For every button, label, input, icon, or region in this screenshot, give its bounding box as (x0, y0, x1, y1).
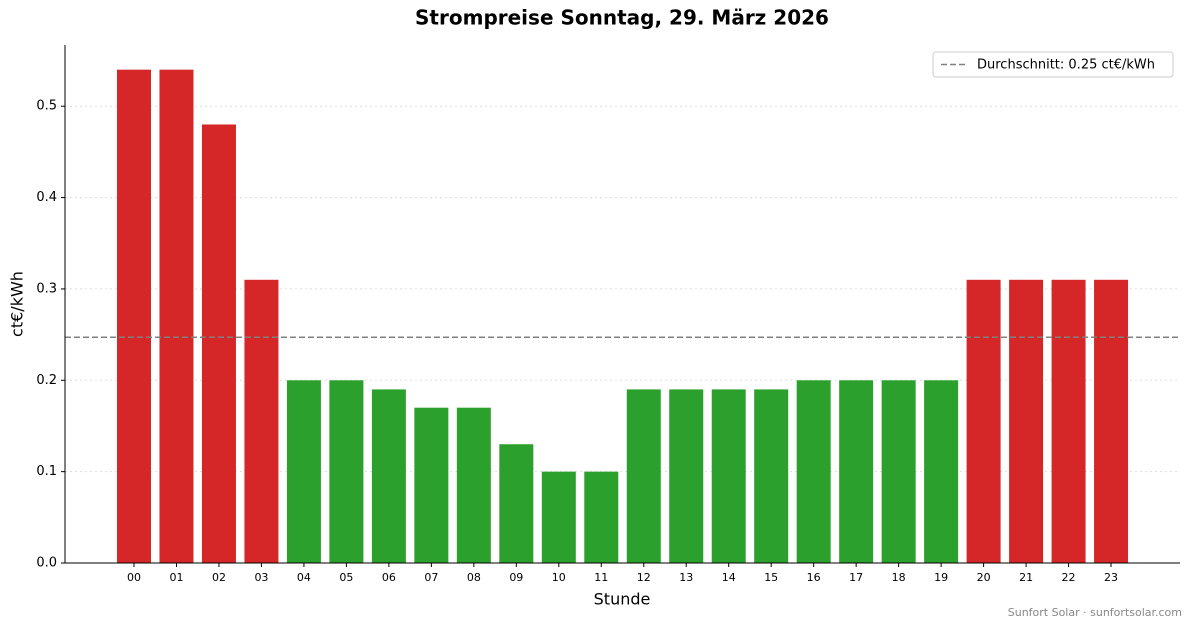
legend-box (932, 51, 1174, 78)
x-tick-label: 01 (169, 571, 183, 584)
bar (626, 389, 661, 563)
bar (1051, 279, 1086, 563)
y-axis-label: ct€/kWh (8, 271, 27, 337)
bar (669, 389, 704, 563)
y-tick-label: 0.5 (36, 99, 57, 114)
x-tick-label: 00 (127, 571, 141, 584)
bar (286, 380, 321, 563)
bar (839, 380, 874, 563)
bar (881, 380, 916, 563)
bar (966, 279, 1001, 563)
x-axis-label: Stunde (594, 590, 651, 609)
y-tick-label: 0.2 (36, 373, 57, 388)
bar (1009, 279, 1044, 563)
bar (796, 380, 831, 563)
bar (456, 407, 491, 563)
x-tick-label: 05 (339, 571, 353, 584)
x-tick-label: 10 (552, 571, 566, 584)
x-tick-label: 02 (212, 571, 226, 584)
x-tick-label: 23 (1104, 571, 1118, 584)
x-tick-label: 09 (509, 571, 523, 584)
y-tick-label: 0.0 (36, 556, 57, 571)
x-tick-label: 17 (849, 571, 863, 584)
x-tick-label: 12 (637, 571, 651, 584)
bar (201, 124, 236, 564)
x-tick-label: 08 (467, 571, 481, 584)
bar (499, 444, 534, 563)
x-tick-label: 04 (297, 571, 311, 584)
bar (754, 389, 789, 563)
x-tick-label: 11 (594, 571, 608, 584)
x-tick-label: 06 (382, 571, 396, 584)
bar (159, 69, 194, 564)
x-tick-label: 03 (254, 571, 268, 584)
bar (541, 471, 576, 563)
bar (117, 69, 151, 564)
chart-title: Strompreise Sonntag, 29. März 2026 (415, 6, 829, 30)
y-tick-label: 0.3 (36, 281, 57, 296)
bar (371, 389, 406, 563)
bar (924, 380, 959, 563)
bar (244, 279, 279, 563)
x-tick-label: 07 (424, 571, 438, 584)
bar (584, 471, 619, 563)
y-tick-label: 0.1 (36, 464, 57, 479)
x-tick-label: 18 (892, 571, 906, 584)
bar (329, 380, 364, 563)
x-tick-label: 20 (977, 571, 991, 584)
x-tick-label: 21 (1019, 571, 1033, 584)
x-tick-label: 16 (807, 571, 821, 584)
x-tick-label: 22 (1062, 571, 1076, 584)
bar (711, 389, 746, 563)
bar (414, 407, 449, 563)
x-tick-label: 19 (934, 571, 948, 584)
x-tick-label: 13 (679, 571, 693, 584)
y-tick-label: 0.4 (36, 190, 57, 205)
legend-label: Durchschnitt: 0.25 ct€/kWh (977, 58, 1155, 73)
x-tick-label: 15 (764, 571, 778, 584)
bar (1094, 279, 1129, 563)
footer: Sunfort Solar · sunfortsolar.com (1008, 606, 1182, 619)
x-tick-label: 14 (722, 571, 736, 584)
